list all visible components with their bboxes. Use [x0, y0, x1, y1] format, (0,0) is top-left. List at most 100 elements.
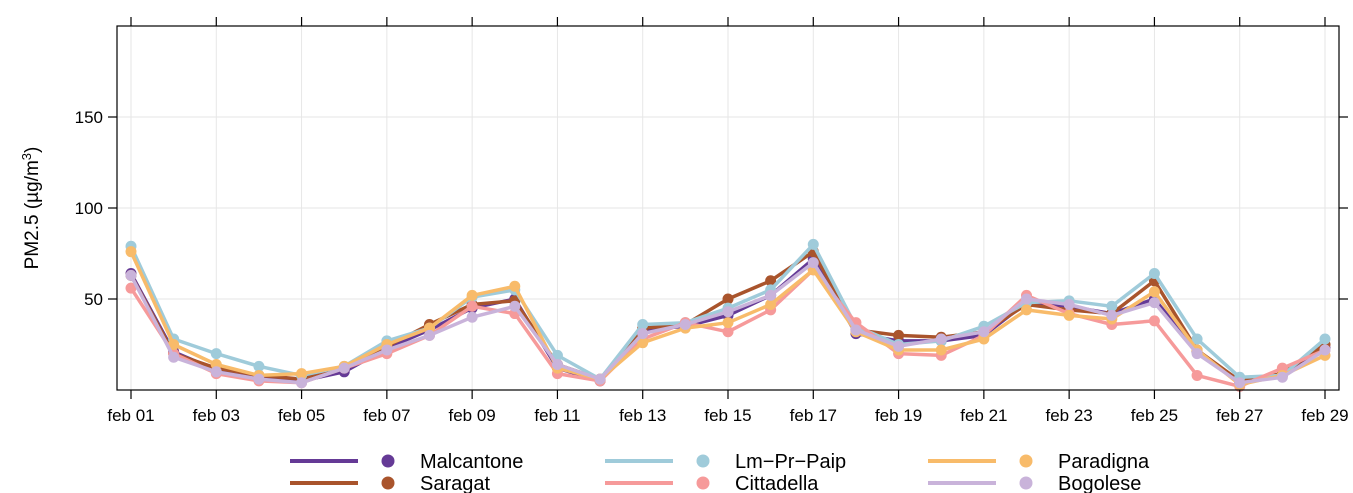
data-point: [1063, 309, 1075, 321]
legend-item: Cittadella: [605, 473, 819, 493]
data-point: [637, 328, 649, 340]
data-point: [1106, 300, 1118, 312]
data-point: [296, 377, 308, 389]
data-point: [253, 373, 265, 385]
x-axis: feb 01 feb 03 feb 05 feb 07 feb 09 feb 11 feb …: [107, 17, 1349, 425]
legend-item: Bogolese: [928, 473, 1141, 493]
data-point: [509, 280, 521, 292]
data-point: [807, 257, 819, 269]
data-point: [168, 351, 180, 363]
legend-point-swatch: [381, 454, 395, 468]
data-point: [722, 306, 734, 318]
y-axis-label: PM2.5 (µg/m3): [19, 147, 43, 270]
data-point: [893, 329, 905, 341]
data-point: [1191, 369, 1203, 381]
data-point: [1234, 377, 1246, 389]
legend-label: Saragat: [420, 473, 490, 493]
legend-label: Bogolese: [1058, 473, 1141, 493]
data-point: [722, 326, 734, 338]
y-tick-label: 100: [75, 199, 103, 218]
data-point: [637, 318, 649, 330]
x-tick-label: feb 21: [960, 406, 1007, 425]
data-point: [1148, 297, 1160, 309]
data-point: [424, 329, 435, 341]
data-point: [466, 300, 478, 312]
legend-point-swatch: [381, 476, 395, 490]
data-point: [466, 289, 478, 301]
data-point: [935, 333, 947, 345]
data-point: [765, 289, 777, 301]
legend-point-swatch: [696, 476, 710, 490]
data-point: [253, 360, 265, 372]
x-tick-label: feb 07: [363, 406, 410, 425]
data-point: [168, 339, 180, 350]
data-point: [978, 326, 990, 338]
data-point: [765, 275, 777, 287]
data-point: [1191, 348, 1203, 360]
x-tick-label: feb 11: [534, 406, 580, 425]
legend-item: Malcantone: [290, 451, 523, 473]
x-tick-label: feb 19: [875, 406, 922, 425]
data-point: [1021, 304, 1032, 316]
data-point: [509, 300, 521, 312]
x-tick-label: feb 03: [193, 406, 240, 425]
data-point: [1148, 286, 1160, 298]
x-tick-label: feb 13: [619, 406, 666, 425]
data-point: [765, 298, 777, 310]
data-point: [1319, 333, 1331, 345]
legend-point-swatch: [1019, 476, 1033, 490]
data-point: [210, 348, 222, 360]
legend-item: Saragat: [290, 473, 490, 493]
data-point: [1063, 298, 1075, 310]
data-point: [1021, 293, 1032, 305]
x-tick-label: feb 09: [449, 406, 496, 425]
data-point: [893, 340, 905, 352]
x-tick-label: feb 25: [1131, 406, 1178, 425]
data-point: [850, 324, 862, 336]
data-point: [807, 238, 819, 250]
data-point: [722, 293, 734, 305]
data-point: [338, 362, 350, 374]
x-tick-label: feb 01: [107, 406, 154, 425]
data-point: [466, 311, 478, 323]
legend-label: Lm−Pr−Paip: [735, 451, 846, 473]
y-tick-label: 150: [75, 108, 103, 127]
series-lines: [125, 238, 1331, 392]
y-axis: 50 100 150: [75, 108, 1348, 309]
data-point: [637, 337, 649, 349]
series-bogolese: [125, 257, 1331, 389]
legend-item: Paradigna: [928, 451, 1150, 473]
x-tick-label: feb 23: [1046, 406, 1093, 425]
x-tick-label: feb 17: [790, 406, 837, 425]
data-point: [1106, 309, 1118, 321]
x-tick-label: feb 27: [1216, 406, 1263, 425]
data-point: [1319, 344, 1331, 356]
data-point: [722, 317, 734, 329]
legend-label: Cittadella: [735, 473, 819, 493]
data-point: [1191, 333, 1203, 345]
legend-point-swatch: [696, 454, 710, 468]
x-tick-label: feb 05: [278, 406, 325, 425]
x-tick-label: feb 29: [1301, 406, 1348, 425]
data-point: [1148, 268, 1160, 280]
data-point: [679, 318, 691, 330]
legend-item: Lm−Pr−Paip: [605, 451, 846, 473]
data-point: [551, 359, 563, 371]
legend-label: Malcantone: [420, 451, 523, 473]
data-point: [125, 282, 137, 294]
data-point: [594, 373, 606, 385]
x-tick-label: feb 15: [704, 406, 751, 425]
data-point: [1148, 315, 1160, 327]
y-tick-label: 50: [84, 290, 103, 309]
legend-label: Paradigna: [1058, 451, 1150, 473]
data-point: [125, 246, 137, 258]
data-point: [935, 344, 947, 356]
legend-point-swatch: [1019, 454, 1033, 468]
data-point: [125, 269, 137, 281]
data-point: [1276, 371, 1288, 383]
data-point: [381, 344, 393, 356]
data-point: [296, 368, 308, 380]
data-point: [210, 366, 222, 378]
